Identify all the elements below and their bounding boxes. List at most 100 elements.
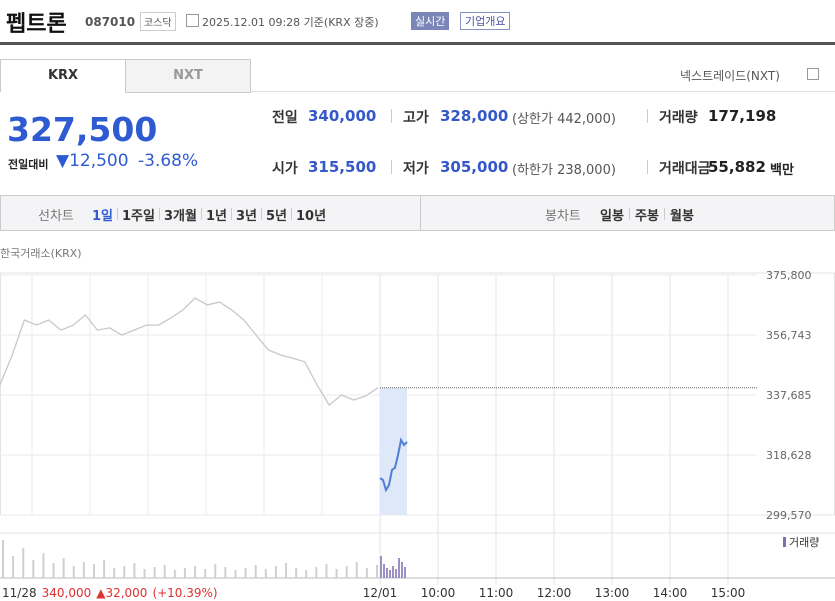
clock-icon xyxy=(186,14,199,27)
volume-bar xyxy=(22,548,25,578)
volume-bar xyxy=(244,568,247,578)
chart-source: 한국거래소(KRX) xyxy=(0,247,82,260)
market-badge: 코스닥 xyxy=(140,12,176,31)
period-sep xyxy=(159,208,160,220)
volume-bar xyxy=(163,565,166,578)
stat-label: 저가 xyxy=(403,161,429,177)
period-sep xyxy=(261,208,262,220)
x-tick-label: 13:00 xyxy=(595,586,630,600)
period-button[interactable]: 1년 xyxy=(206,209,228,224)
period-sep xyxy=(117,208,118,220)
stat-divider xyxy=(647,109,648,123)
volume-bar xyxy=(204,569,207,578)
period-button[interactable]: 3년 xyxy=(236,209,258,224)
stat-value: 328,000 xyxy=(440,107,509,125)
period-button[interactable]: 월봉 xyxy=(670,209,694,224)
x-tick-label: 12:00 xyxy=(537,586,572,600)
plot-frame xyxy=(0,272,835,516)
stat-divider xyxy=(391,109,392,123)
volume-bar xyxy=(295,568,298,578)
volume-bar xyxy=(305,570,308,578)
y-tick-label: 318,628 xyxy=(766,449,812,462)
volume-bar xyxy=(355,562,358,578)
x-tick-label: 10:00 xyxy=(421,586,456,600)
x-tick-label: 14:00 xyxy=(653,586,688,600)
period-label: 봉차트 xyxy=(545,209,581,224)
volume-bar xyxy=(386,568,388,578)
volume-bar xyxy=(32,560,35,578)
volume-bar xyxy=(183,568,186,578)
volume-bar xyxy=(224,567,227,578)
volume-bar xyxy=(365,568,368,578)
price-line xyxy=(379,437,408,493)
stat-value: 55,882 xyxy=(708,158,766,176)
volume-legend-swatch xyxy=(783,537,786,547)
volume-bar xyxy=(315,567,318,578)
footer-change: ▲32,000 xyxy=(96,586,147,600)
stat-extra: (상한가 442,000) xyxy=(512,112,616,127)
period-divider xyxy=(420,196,421,230)
volume-bar xyxy=(325,564,328,578)
volume-bar xyxy=(52,563,55,578)
tab-nxt[interactable]: NXT xyxy=(125,59,251,93)
period-button[interactable]: 1일 xyxy=(92,209,114,224)
volume-bar xyxy=(62,558,65,578)
stat-divider xyxy=(391,160,392,174)
volume-bar xyxy=(389,570,391,578)
footer-date: 11/28 xyxy=(2,586,37,600)
volume-bar xyxy=(42,553,45,578)
volume-bar xyxy=(274,566,277,578)
nxt-link[interactable]: 넥스트레이드(NXT) xyxy=(680,69,780,83)
volume-bar xyxy=(133,563,136,578)
period-button[interactable]: 3개월 xyxy=(164,209,197,224)
period-button[interactable]: 5년 xyxy=(266,209,288,224)
stat-value: 340,000 xyxy=(308,107,377,125)
realtime-button[interactable]: 실시간 xyxy=(411,12,450,30)
stat-value: 305,000 xyxy=(440,158,509,176)
volume-bar xyxy=(398,558,400,578)
volume-bar xyxy=(173,570,176,578)
volume-bar xyxy=(395,569,397,578)
link-icon xyxy=(807,68,819,80)
timestamp: 2025.12.01 09:28 기준(KRX 장중) xyxy=(202,16,379,29)
volume-bar xyxy=(214,564,217,578)
volume-bar xyxy=(103,560,106,578)
period-button[interactable]: 10년 xyxy=(296,209,327,224)
period-sep xyxy=(664,208,665,220)
volume-bar xyxy=(264,569,267,578)
period-button[interactable]: 주봉 xyxy=(635,209,659,224)
stat-label: 전일 xyxy=(272,110,298,126)
period-sep xyxy=(231,208,232,220)
stat-label: 시가 xyxy=(272,161,298,177)
stat-value: 315,500 xyxy=(308,158,377,176)
x-tick-label: 12/01 xyxy=(363,586,398,600)
volume-bar xyxy=(401,562,403,578)
stat-value: 177,198 xyxy=(708,107,777,125)
footer-pct: (+10.39%) xyxy=(152,586,217,600)
period-button[interactable]: 일봉 xyxy=(600,209,624,224)
period-label: 선차트 xyxy=(38,209,74,224)
y-tick-label: 356,743 xyxy=(766,329,812,342)
volume-legend: 거래량 xyxy=(789,536,819,549)
period-button[interactable]: 1주일 xyxy=(122,209,155,224)
session-shade xyxy=(380,387,407,515)
volume-bar xyxy=(404,567,406,578)
volume-bar xyxy=(82,562,85,578)
price-line xyxy=(0,297,379,406)
header-rule xyxy=(0,42,835,45)
volume-bar xyxy=(2,540,4,578)
company-button[interactable]: 기업개요 xyxy=(460,12,511,30)
y-tick-label: 375,800 xyxy=(766,269,812,282)
volume-bar xyxy=(72,566,75,578)
x-tick-label: 11:00 xyxy=(479,586,514,600)
volume-bar xyxy=(143,569,146,578)
volume-bar xyxy=(153,567,156,578)
volume-bar xyxy=(376,565,378,578)
volume-bar xyxy=(92,564,95,578)
volume-bar xyxy=(234,570,237,578)
volume-bar xyxy=(113,568,116,578)
stat-unit: 백만 xyxy=(770,163,794,178)
volume-bar xyxy=(12,556,15,578)
x-tick-label: 15:00 xyxy=(711,586,746,600)
